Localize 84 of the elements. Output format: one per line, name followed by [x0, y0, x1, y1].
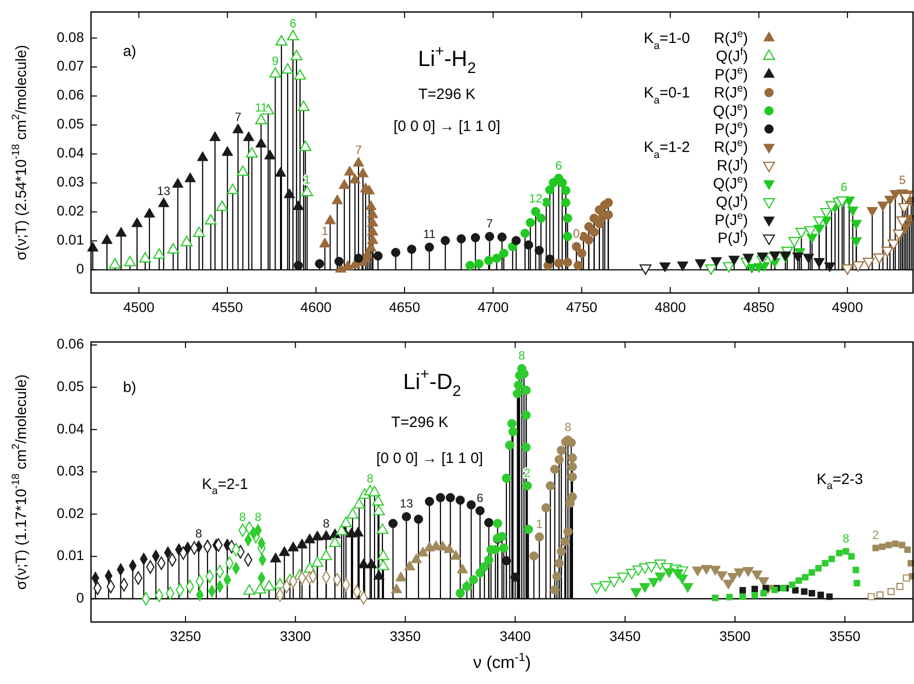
- x-tick-label: 3250: [170, 628, 202, 644]
- x-tick-label: 3300: [280, 628, 312, 644]
- text: Li$^{+}$-H$_{2}$: [418, 42, 476, 77]
- annotation: 2: [872, 528, 880, 542]
- x-tick-label: 3450: [610, 628, 641, 644]
- legend-label: R(J$^{e}$): [714, 82, 748, 102]
- annotation: K$_{a}$=0-1: [644, 84, 690, 107]
- annotation: K$_{a}$=2-3: [816, 471, 863, 492]
- y-tick-label: 0.05: [56, 116, 84, 132]
- y-tick-label: 0.02: [56, 504, 84, 521]
- annotation: 9: [272, 54, 279, 68]
- annotation: 13: [156, 184, 171, 198]
- x-tick-label: 4750: [566, 299, 598, 315]
- annotation: [0 0 0] → [1 1 0]: [394, 118, 500, 136]
- legend-label: R(J$^{e}$): [714, 28, 748, 47]
- annotation: T=296 K: [391, 414, 448, 432]
- annotation: 1: [536, 516, 544, 531]
- annotation: 6: [840, 180, 848, 194]
- y-tick-label: 0.03: [56, 462, 84, 479]
- y-tick-label: 0.01: [56, 547, 84, 564]
- annotation: a): [122, 42, 136, 60]
- legend-label: Q(J$^{f}$): [716, 46, 748, 66]
- annotation: 8: [842, 531, 850, 546]
- legend-label: P(J$^{e}$): [714, 119, 748, 138]
- legend-label: R(J$^{f}$): [716, 155, 748, 174]
- legend-label: P(J$^{f}$): [718, 228, 748, 248]
- x-axis-title: ν (cm$^{-1}$): [473, 650, 531, 672]
- y-tick-label: 0.02: [56, 202, 84, 219]
- legend-label: R(J$^{e}$): [714, 137, 748, 156]
- x-tick-label: 4900: [832, 299, 864, 315]
- annotation: 6: [290, 16, 297, 31]
- annotation: 6: [476, 490, 484, 505]
- y-tick-label: 0.01: [56, 232, 84, 248]
- annotation: T=296 K: [418, 86, 476, 103]
- annotation: 7: [355, 143, 362, 158]
- y-tick-label: 0.04: [56, 144, 84, 161]
- legend-label: Q(J$^{e}$): [712, 174, 748, 193]
- annotation: 12: [528, 192, 543, 206]
- annotation: 6: [555, 158, 562, 172]
- x-tick-label: 4650: [388, 299, 420, 315]
- annotation: 8: [239, 510, 246, 524]
- annotation: 11: [254, 100, 268, 115]
- annotation: K$_{a}$=2-1: [202, 476, 248, 497]
- x-tick-label: 3550: [829, 628, 861, 644]
- x-tick-label: 3350: [390, 628, 422, 644]
- y-tick-label: 0: [76, 589, 84, 606]
- annotation: 8: [366, 472, 374, 486]
- legend-label: Q(J$^{e}$): [712, 100, 748, 120]
- annotation: b): [122, 378, 136, 396]
- annotation: 7: [486, 216, 494, 231]
- legend-label: Q(J$^{f}$): [716, 192, 748, 211]
- annotation: 8: [195, 526, 202, 541]
- x-tick-label: 3400: [500, 628, 531, 644]
- x-tick-label: 3500: [719, 628, 751, 644]
- text: Li$^{+}$-D$_{2}$: [403, 365, 462, 400]
- x-tick-label: 4550: [212, 299, 244, 315]
- x-tick-label: 4600: [300, 299, 332, 315]
- y-tick-label: 0.08: [56, 28, 84, 45]
- y-tick-label: 0.06: [56, 86, 84, 103]
- annotation: 1: [322, 224, 328, 238]
- legend-label: P(J$^{e}$): [714, 210, 748, 229]
- y-tick-label: 0: [76, 260, 84, 277]
- annotation: 8: [254, 510, 262, 524]
- annotation: 0: [573, 226, 580, 241]
- y-tick-label: 0.03: [56, 174, 84, 190]
- annotation: 8: [564, 420, 572, 434]
- annotation: K$_{a}$=1-0: [644, 30, 690, 52]
- y-tick-label: 0.05: [56, 378, 84, 394]
- legend-label: P(J$^{e}$): [714, 64, 748, 84]
- annotation: 8: [518, 348, 526, 363]
- y-tick-label: 0.07: [56, 58, 84, 74]
- x-tick-label: 4850: [743, 299, 775, 315]
- annotation: 7: [234, 110, 242, 124]
- annotation: K$_{a}$=1-2: [644, 139, 690, 162]
- annotation: 13: [400, 496, 414, 511]
- y-tick-label: 0.06: [56, 336, 84, 352]
- annotation: [0 0 0] → [1 1 0]: [376, 450, 484, 468]
- x-tick-label: 4500: [123, 299, 155, 315]
- annotation: 5: [899, 172, 906, 187]
- y-tick-label: 0.04: [56, 420, 84, 436]
- x-tick-label: 4700: [478, 299, 509, 315]
- x-tick-label: 4800: [654, 299, 686, 315]
- annotation: 8: [322, 516, 330, 531]
- annotation: 11: [423, 227, 436, 242]
